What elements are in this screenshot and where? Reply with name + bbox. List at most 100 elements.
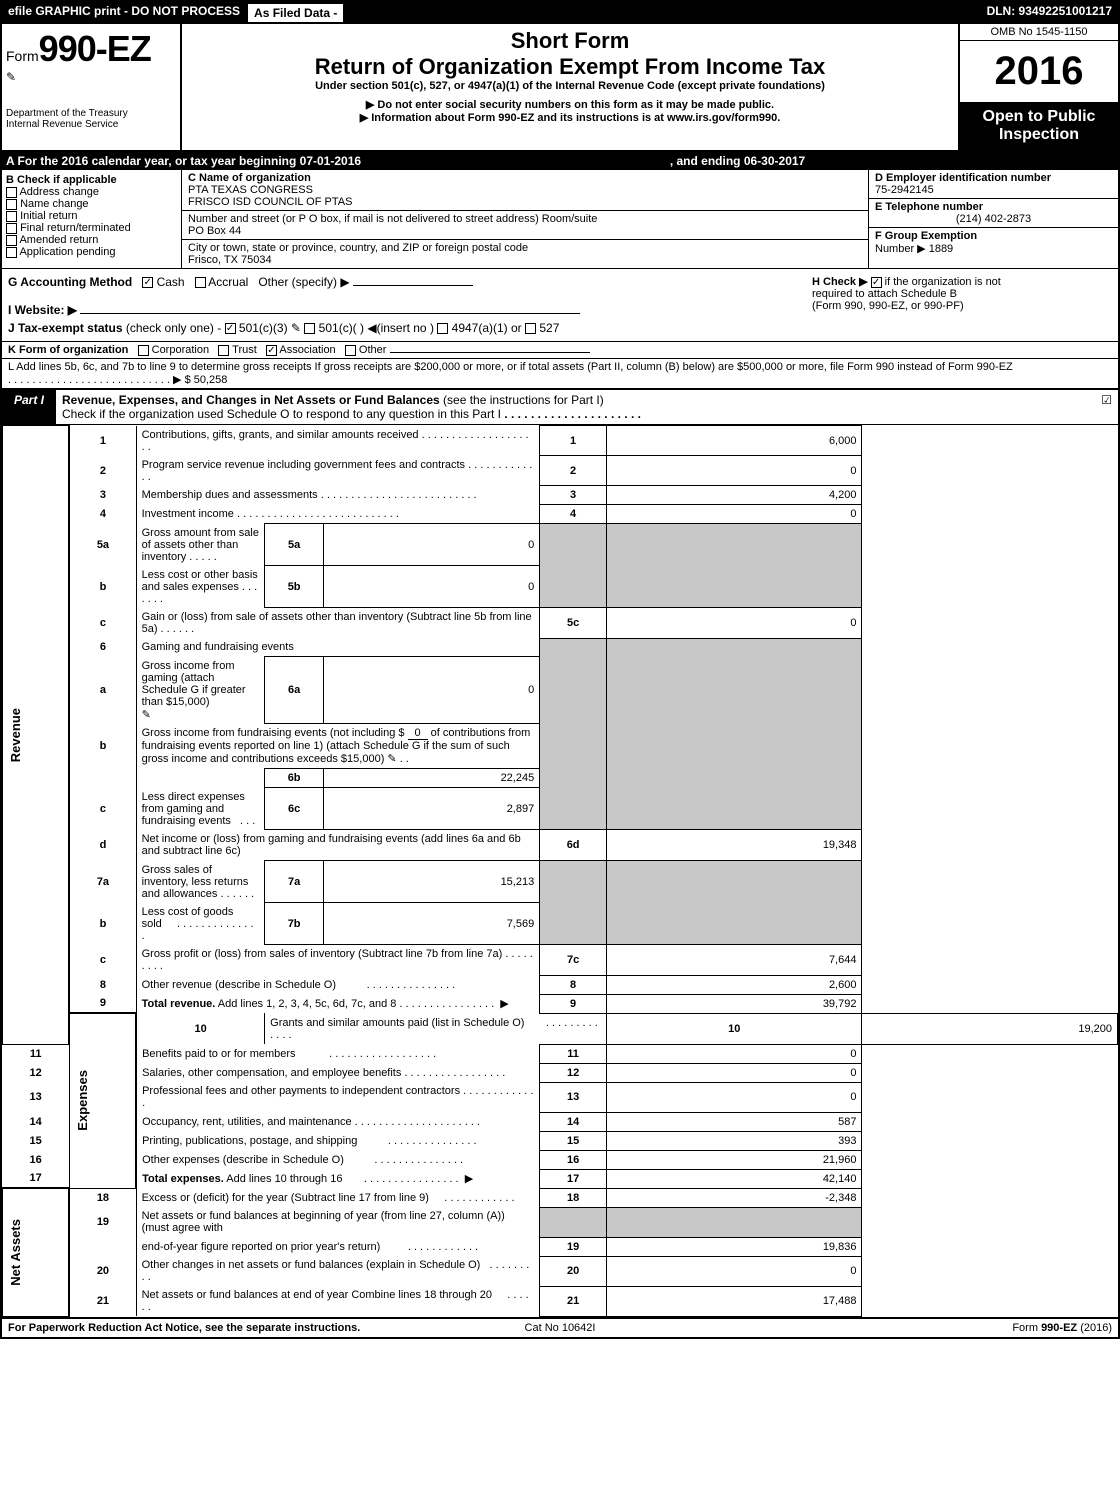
line-9-amt: 39,792 <box>607 994 862 1013</box>
line-10-desc: Grants and similar amounts paid (list in… <box>270 1017 524 1029</box>
line-4: 4Investment income . . . . . . . . . . .… <box>3 505 1118 524</box>
line-18-amt: -2,348 <box>607 1188 862 1207</box>
pencil-icon[interactable]: ✎ <box>6 70 176 84</box>
chk-assoc[interactable]: ✓ <box>266 345 277 356</box>
section-def: D Employer identification number 75-2942… <box>868 170 1118 268</box>
line-8: 8Other revenue (describe in Schedule O) … <box>3 975 1118 994</box>
tax-year: 2016 <box>960 41 1118 102</box>
line-15-amt: 393 <box>607 1131 862 1150</box>
line-2: 2Program service revenue including gover… <box>3 456 1118 486</box>
row-a: A For the 2016 calendar year, or tax yea… <box>2 152 1118 170</box>
header-right: OMB No 1545-1150 2016 Open to Public Ins… <box>958 24 1118 150</box>
line-5c-desc: Gain or (loss) from sale of assets other… <box>142 611 532 635</box>
line-5b-desc: Less cost or other basis and sales expen… <box>142 569 258 593</box>
part-1-check[interactable]: ☑ <box>1095 390 1118 424</box>
line-1-desc: Contributions, gifts, grants, and simila… <box>142 429 419 441</box>
chk-accrual[interactable] <box>195 277 206 288</box>
chk-cash[interactable]: ✓ <box>142 277 153 288</box>
header-left: Form 990-EZ ✎ Department of the Treasury… <box>2 24 182 150</box>
g-other-input[interactable] <box>353 285 473 286</box>
chk-h[interactable]: ✓ <box>871 277 882 288</box>
line-7c-desc: Gross profit or (loss) from sales of inv… <box>142 948 503 960</box>
chk-other[interactable] <box>345 345 356 356</box>
line-16-amt: 21,960 <box>607 1150 862 1169</box>
chk-501c[interactable] <box>304 323 315 334</box>
e-value: (214) 402-2873 <box>875 213 1112 225</box>
line-2-amt: 0 <box>607 456 862 486</box>
h-label: H Check ▶ <box>812 276 868 288</box>
line-13-amt: 0 <box>607 1082 862 1112</box>
expenses-label: Expenses <box>69 1013 136 1188</box>
chk-final[interactable]: Final return/terminated <box>6 222 177 234</box>
g-label: G Accounting Method <box>8 275 132 289</box>
part-1-title-text: Revenue, Expenses, and Changes in Net As… <box>62 393 440 407</box>
cat-no: Cat No 10642I <box>376 1322 744 1334</box>
j-opt1: 501(c)(3) <box>239 321 288 335</box>
chk-name[interactable]: Name change <box>6 198 177 210</box>
line-6-desc: Gaming and fundraising events <box>136 638 540 657</box>
k-form-org: K Form of organization Corporation Trust… <box>2 342 1118 359</box>
e-phone: E Telephone number (214) 402-2873 <box>869 199 1118 228</box>
e-label: E Telephone number <box>875 201 1112 213</box>
chk-501c3[interactable]: ✓ <box>225 323 236 334</box>
chk-corp[interactable] <box>138 345 149 356</box>
line-7c-amt: 7,644 <box>607 945 862 976</box>
line-6a-desc: Gross income from gaming (attach Schedul… <box>142 660 246 708</box>
k-label: K Form of organization <box>8 344 128 356</box>
g-accounting: G Accounting Method ✓ Cash Accrual Other… <box>8 275 812 289</box>
line-7c: cGross profit or (loss) from sales of in… <box>3 945 1118 976</box>
line-4-desc: Investment income <box>142 508 234 520</box>
c-name: C Name of organization PTA TEXAS CONGRES… <box>182 170 868 211</box>
k-other-input[interactable] <box>390 352 590 353</box>
efile-notice: efile GRAPHIC print - DO NOT PROCESS <box>2 2 246 24</box>
j-opt4: 527 <box>539 321 559 335</box>
k-trust: Trust <box>232 344 257 356</box>
city-value: Frisco, TX 75034 <box>188 254 862 266</box>
chk-pending[interactable]: Application pending <box>6 246 177 258</box>
row-a-end: , and ending 06-30-2017 <box>670 154 805 168</box>
chk-4947[interactable] <box>437 323 448 334</box>
line-18-desc: Excess or (deficit) for the year (Subtra… <box>142 1192 429 1204</box>
line-3-amt: 4,200 <box>607 486 862 505</box>
k-corp: Corporation <box>152 344 209 356</box>
line-14-desc: Occupancy, rent, utilities, and maintena… <box>142 1116 352 1128</box>
line-7a: 7aGross sales of inventory, less returns… <box>3 861 1118 903</box>
line-6b-mid[interactable]: 0 <box>408 727 428 740</box>
k-assoc: Association <box>279 344 335 356</box>
line-10: Expenses 10Grants and similar amounts pa… <box>3 1013 1118 1044</box>
chk-address[interactable]: Address change <box>6 186 177 198</box>
asfiled-label: As Filed Data - <box>247 3 344 23</box>
section-c: C Name of organization PTA TEXAS CONGRES… <box>182 170 868 268</box>
line-19b: end-of-year figure reported on prior yea… <box>3 1237 1118 1256</box>
line-16-desc: Other expenses (describe in Schedule O) <box>142 1154 344 1166</box>
i-label: I Website: ▶ <box>8 303 77 317</box>
chk-trust[interactable] <box>218 345 229 356</box>
d-label: D Employer identification number <box>875 172 1112 184</box>
line-12-desc: Salaries, other compensation, and employ… <box>142 1067 401 1079</box>
l-text: L Add lines 5b, 6c, and 7b to line 9 to … <box>8 361 1013 373</box>
line-3-desc: Membership dues and assessments <box>142 489 318 501</box>
org-name-2: FRISCO ISD COUNCIL OF PTAS <box>188 196 862 208</box>
k-other: Other <box>359 344 387 356</box>
chk-amended[interactable]: Amended return <box>6 234 177 246</box>
line-4-amt: 0 <box>607 505 862 524</box>
line-7b-desc: Less cost of goods sold <box>142 906 234 930</box>
line-6b-pre: Gross income from fundraising events (no… <box>142 727 405 739</box>
note-ssn: ▶ Do not enter social security numbers o… <box>186 98 954 111</box>
line-11-amt: 0 <box>607 1044 862 1063</box>
line-6c-amt: 2,897 <box>324 788 540 830</box>
short-form-title: Short Form <box>186 28 954 54</box>
i-website-input[interactable] <box>80 313 580 314</box>
chk-initial[interactable]: Initial return <box>6 210 177 222</box>
c-street: Number and street (or P O box, if mail i… <box>182 211 868 240</box>
i-website: I Website: ▶ <box>8 303 812 317</box>
chk-527[interactable] <box>525 323 536 334</box>
form-number-block: Form 990-EZ <box>6 28 176 70</box>
netassets-label: Net Assets <box>3 1188 70 1316</box>
street-value: PO Box 44 <box>188 225 862 237</box>
line-6d: dNet income or (loss) from gaming and fu… <box>3 830 1118 861</box>
b-header: B Check if applicable <box>6 174 177 186</box>
line-17-amt: 42,140 <box>607 1169 862 1188</box>
line-19b-desc: end-of-year figure reported on prior yea… <box>142 1241 381 1253</box>
line-6d-desc: Net income or (loss) from gaming and fun… <box>136 830 540 861</box>
